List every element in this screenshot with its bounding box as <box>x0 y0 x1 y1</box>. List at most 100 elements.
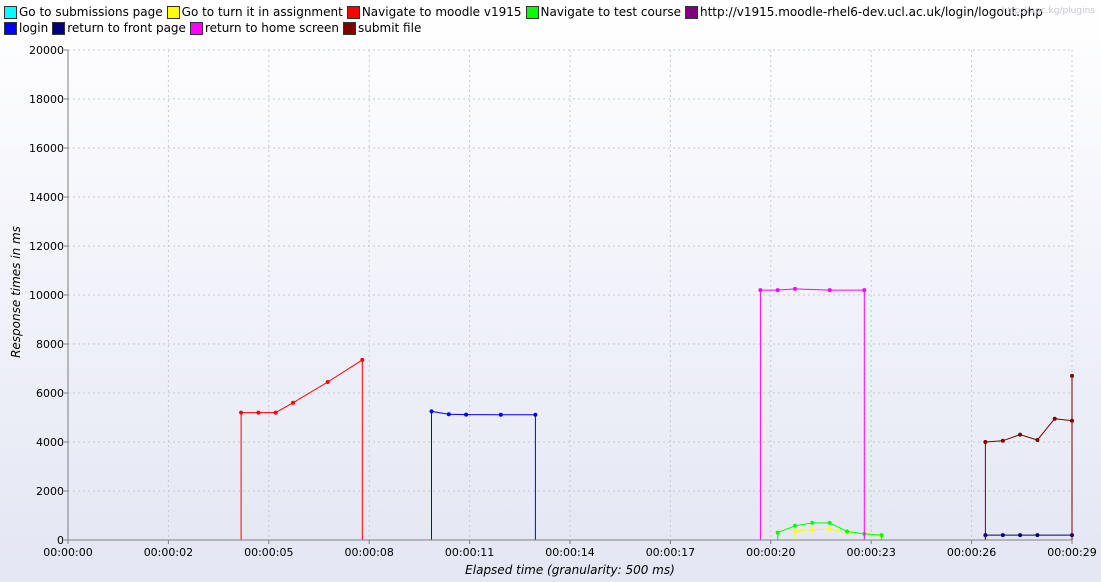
legend-swatch <box>166 5 180 19</box>
y-tick-label: 8000 <box>36 338 64 351</box>
data-point <box>1018 533 1023 538</box>
series-line <box>431 410 536 540</box>
y-tick-label: 20000 <box>29 44 64 57</box>
data-point <box>429 409 434 414</box>
data-point <box>1052 416 1057 421</box>
legend-item: return to home screen <box>189 21 340 35</box>
data-point <box>291 400 295 405</box>
legend-label: submit file <box>358 21 422 35</box>
legend-item: http://v1915.moodle-rhel6-dev.ucl.ac.uk/… <box>684 5 1043 19</box>
legend-label: Navigate to test course <box>540 5 681 19</box>
x-tick-label: 00:00:02 <box>144 546 193 559</box>
grid <box>68 49 1073 540</box>
y-tick-label: 16000 <box>29 142 64 155</box>
data-point <box>1000 533 1005 538</box>
data-point <box>862 288 867 293</box>
legend-swatch <box>189 21 203 35</box>
data-point <box>1018 432 1023 437</box>
data-point <box>446 412 451 417</box>
data-point <box>1070 418 1074 423</box>
legend-label: Go to submissions page <box>19 5 163 19</box>
series-7 <box>758 286 867 540</box>
y-tick-label: 6000 <box>36 387 64 400</box>
x-tick-label: 00:00:20 <box>746 546 795 559</box>
y-tick-label: 0 <box>57 534 64 547</box>
x-tick-label: 00:00:14 <box>545 546 594 559</box>
data-point <box>845 529 849 534</box>
series-1 <box>793 527 884 540</box>
y-tick-label: 10000 <box>29 289 64 302</box>
data-point <box>775 530 780 535</box>
y-tick-label: 4000 <box>36 436 64 449</box>
series-2 <box>239 357 365 540</box>
x-tick-label: 00:00:11 <box>445 546 494 559</box>
data-point <box>464 412 469 417</box>
data-point <box>1035 533 1040 538</box>
chart-legend: Go to submissions page Go to turn it in a… <box>4 5 1064 35</box>
legend-item: Go to submissions page <box>4 5 163 19</box>
data-point <box>498 412 503 417</box>
series-line <box>794 528 883 540</box>
legend-item: Go to turn it in assignment <box>166 5 343 19</box>
legend-swatch <box>346 5 360 19</box>
y-tick-label: 2000 <box>36 485 64 498</box>
data-point <box>1070 373 1074 378</box>
x-tick-label: 00:00:00 <box>43 546 92 559</box>
data-point <box>827 288 832 293</box>
series-8 <box>983 373 1074 540</box>
x-tick-label: 00:00:23 <box>846 546 895 559</box>
series-line <box>240 358 363 540</box>
legend-label: Navigate to moodle v1915 <box>361 5 522 19</box>
legend-label: login <box>19 21 49 35</box>
data-point <box>533 412 538 417</box>
data-point <box>775 288 780 293</box>
legend-label: return to home screen <box>204 21 340 35</box>
legend-item: Navigate to test course <box>525 5 681 19</box>
legend-label: Go to turn it in assignment <box>181 5 343 19</box>
legend-swatch <box>684 5 698 19</box>
legend-swatch <box>525 5 539 19</box>
legend-item: login <box>4 21 48 35</box>
legend-swatch <box>343 21 357 35</box>
series-layer <box>239 286 1074 540</box>
data-point <box>1000 438 1005 443</box>
data-point <box>256 410 261 415</box>
legend-item: return to front page <box>52 21 186 35</box>
series-6 <box>983 533 1074 540</box>
legend-swatch <box>4 21 17 35</box>
data-point <box>827 527 832 531</box>
data-point <box>983 440 988 444</box>
data-point <box>810 527 815 532</box>
data-point <box>793 286 797 291</box>
x-tick-label: 00:00:17 <box>646 546 695 559</box>
y-tick-label: 12000 <box>29 240 64 253</box>
series-line <box>984 534 1073 540</box>
series-line <box>759 288 865 540</box>
data-point <box>810 520 815 525</box>
data-point <box>325 380 330 384</box>
y-axis-title: Response times in ms <box>9 226 23 358</box>
data-point <box>360 357 365 362</box>
data-point <box>273 410 278 415</box>
legend-item: Navigate to moodle v1915 <box>346 5 522 19</box>
axes: 0 2000 4000 6000 8000 10000 12000 14000 16000 180… <box>29 44 1097 559</box>
data-point <box>758 288 763 293</box>
y-tick-label: 18000 <box>29 93 64 106</box>
y-tick-label: 14000 <box>29 191 64 204</box>
x-tick-label: 00:00:08 <box>344 546 393 559</box>
data-point <box>793 528 797 533</box>
legend-swatch <box>4 5 17 19</box>
legend-item: submit file <box>343 21 421 35</box>
x-axis-title: Elapsed time (granularity: 500 ms) <box>465 563 675 577</box>
data-point <box>1035 438 1040 442</box>
x-tick-label: 00:00:29 <box>1047 546 1096 559</box>
data-point <box>827 520 832 525</box>
legend-swatch <box>52 21 66 35</box>
watermark: http://apc.kg/plugins <box>1001 6 1095 16</box>
data-point <box>239 410 244 415</box>
data-point <box>879 533 884 538</box>
x-tick-label: 00:00:26 <box>947 546 996 559</box>
data-point <box>793 523 797 528</box>
series-line <box>984 375 1073 540</box>
